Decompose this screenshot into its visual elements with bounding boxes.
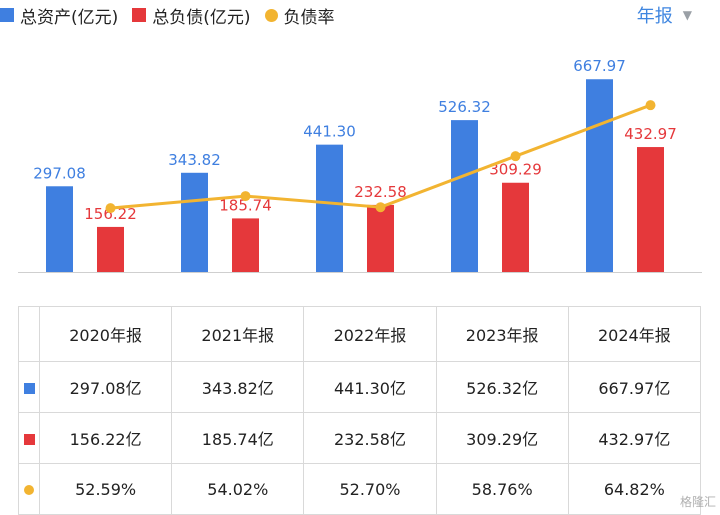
table-header-cell: 2023年报 [435, 306, 569, 362]
table-cell: 52.70% [303, 463, 437, 515]
liabilities-marker-icon [23, 433, 35, 445]
bar-liabilities [97, 226, 124, 272]
bar-liabilities [367, 204, 394, 272]
watermark: 格隆汇 [680, 493, 716, 510]
legend-swatch-ratio [264, 8, 278, 22]
point-ratio [375, 202, 386, 213]
period-selector-label: 年报 [636, 6, 673, 27]
table-cell: 667.97亿 [567, 361, 702, 413]
legend-label-assets: 总资产(亿元) [20, 7, 119, 28]
data-label-liabilities: 232.58 [354, 183, 407, 201]
table-cell: 52.59% [38, 463, 173, 515]
legend-swatch-liabilities [132, 8, 147, 22]
data-label-liabilities: 156.22 [84, 205, 137, 223]
watermark-text: 格隆汇 [679, 495, 716, 509]
table-cell: 343.82亿 [171, 361, 305, 413]
table-header-cell: 2022年报 [303, 306, 437, 362]
period-selector[interactable]: 年报 ▼ [637, 2, 692, 28]
legend-item-ratio[interactable]: 负债率 [264, 3, 335, 28]
legend-swatch-assets [0, 8, 14, 22]
table-row-marker-assets [18, 361, 40, 413]
data-label-liabilities: 309.29 [489, 161, 542, 179]
table-cell: 297.08亿 [38, 361, 173, 413]
bar-assets [316, 144, 343, 272]
table-cell: 309.29亿 [435, 412, 569, 464]
table-row-ratio: 52.59% 54.02% 52.70% 58.76% 64.82% [18, 463, 702, 515]
data-label-assets: 441.30 [303, 123, 356, 141]
legend-label-liabilities: 总负债(亿元) [152, 7, 251, 28]
bar-liabilities [232, 218, 259, 272]
table-cell: 185.74亿 [171, 412, 305, 464]
table-cell: 441.30亿 [303, 361, 437, 413]
table-cell: 58.76% [435, 463, 569, 515]
bar-liabilities [502, 182, 529, 272]
assets-marker-icon [23, 382, 35, 394]
caret-down-icon: ▼ [682, 8, 692, 22]
data-table: 2020年报 2021年报 2022年报 2023年报 2024年报 297.0… [18, 306, 702, 515]
table-cell: 64.82% [567, 463, 702, 515]
data-label-liabilities: 432.97 [624, 125, 677, 143]
bar-assets [181, 172, 208, 272]
point-ratio [645, 100, 656, 111]
data-label-liabilities: 185.74 [219, 196, 272, 214]
legend-item-liabilities[interactable]: 总负债(亿元) [132, 3, 251, 28]
chart-plot: 297.08 156.22 343.82 185.74 441.30 232.58 526.… [18, 57, 702, 273]
bar-assets [46, 186, 73, 272]
bar-liabilities [637, 147, 664, 272]
point-ratio [240, 191, 251, 202]
table-cell: 54.02% [171, 463, 305, 515]
table-corner-cell [18, 306, 40, 362]
bar-assets [586, 79, 613, 272]
table-row-liabilities: 156.22亿 185.74亿 232.58亿 309.29亿 432.97亿 [18, 412, 702, 464]
table-header-row: 2020年报 2021年报 2022年报 2023年报 2024年报 [18, 306, 702, 362]
table-header-cell: 2021年报 [171, 306, 305, 362]
table-cell: 526.32亿 [435, 361, 569, 413]
chart-legend: 总资产(亿元) 总负债(亿元) 负债率 [0, 2, 335, 28]
table-row-assets: 297.08亿 343.82亿 441.30亿 526.32亿 667.97亿 [18, 361, 702, 413]
table-row-marker-ratio [18, 463, 40, 515]
legend-label-ratio: 负债率 [283, 7, 335, 28]
data-label-assets: 343.82 [168, 151, 221, 169]
data-label-assets: 667.97 [573, 57, 626, 75]
data-label-assets: 297.08 [33, 164, 86, 182]
table-row-marker-liabilities [18, 412, 40, 464]
ratio-marker-icon [24, 485, 34, 495]
table-header-cell: 2020年报 [38, 306, 173, 362]
table-cell: 156.22亿 [38, 412, 173, 464]
point-ratio [105, 203, 116, 214]
table-cell: 232.58亿 [303, 412, 437, 464]
point-ratio [510, 151, 521, 162]
table-cell: 432.97亿 [567, 412, 702, 464]
table-header-cell: 2024年报 [567, 306, 702, 362]
bar-assets [451, 120, 478, 273]
data-label-assets: 526.32 [438, 98, 491, 116]
legend-item-assets[interactable]: 总资产(亿元) [0, 3, 118, 28]
